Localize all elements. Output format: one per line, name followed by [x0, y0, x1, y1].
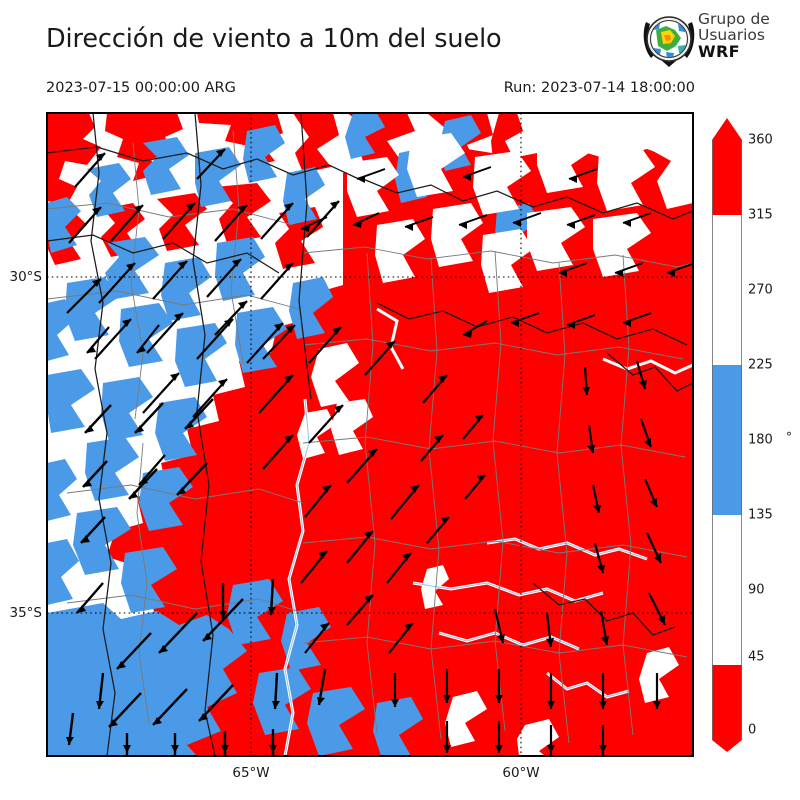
logo-line-2: Usuarios: [698, 25, 765, 44]
logo-line-3: WRF: [698, 41, 740, 61]
colorbar-tick-0: 0: [748, 722, 757, 738]
logo-text: Grupo de Usuarios WRF: [698, 10, 770, 61]
lon-tick-65W: 65°W: [232, 765, 270, 781]
colorbar-tick-225: 225: [748, 357, 773, 373]
colorbar-tick-45: 45: [748, 649, 765, 665]
lat-tick-35S: 35°S: [9, 605, 43, 621]
wind-direction-map: [47, 113, 693, 756]
colorbar[interactable]: [712, 118, 742, 752]
hydrography-outline: [284, 398, 648, 756]
colorbar-tick-90: 90: [748, 582, 765, 598]
colorbar-tick-135: 135: [748, 507, 773, 523]
colorbar-tick-270: 270: [748, 282, 773, 298]
colorbar-unit-label: °: [786, 430, 792, 444]
country-coastline: [47, 113, 693, 756]
colorbar-tick-315: 315: [748, 207, 773, 223]
lat-tick-30S: 30°S: [9, 269, 43, 285]
valid-time-label: 2023-07-15 00:00:00 ARG: [46, 80, 236, 96]
lon-tick-60W: 60°W: [502, 765, 540, 781]
globe-emblem-icon: [643, 16, 695, 67]
wrf-logo: Grupo de Usuarios WRF: [640, 10, 790, 72]
map-plot-area[interactable]: [46, 112, 694, 757]
colorbar-tick-360: 360: [748, 132, 773, 148]
wind-arrow-layer: [66, 148, 693, 756]
logo-line-1: Grupo de: [698, 10, 770, 28]
direction-field-blue: [47, 113, 539, 756]
run-time-label: Run: 2023-07-14 18:00:00: [503, 80, 695, 96]
page-title: Dirección de viento a 10m del suelo: [46, 24, 502, 54]
colorbar-tick-180: 180: [748, 432, 773, 448]
direction-field-white: [297, 121, 693, 756]
